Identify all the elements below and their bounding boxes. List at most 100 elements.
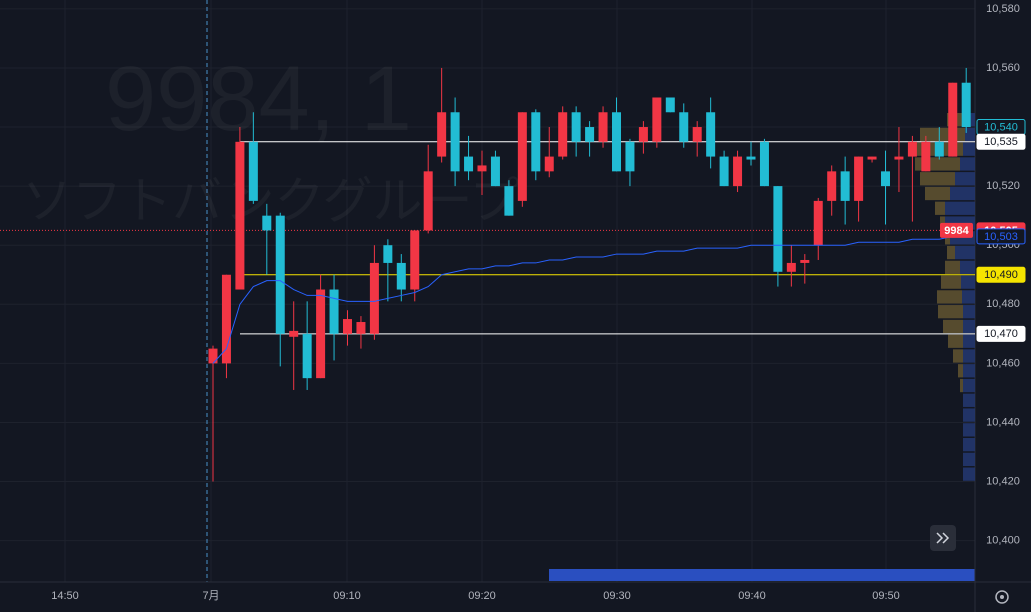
candle-body — [907, 141, 917, 157]
candle-body — [585, 127, 595, 142]
candle-body — [517, 112, 527, 201]
candle-body — [706, 112, 716, 157]
candle-body — [477, 165, 487, 172]
candle-body — [894, 156, 904, 160]
candle-body — [733, 156, 743, 187]
candle-body — [867, 156, 877, 160]
candle-body — [638, 127, 648, 142]
volume-profile-bar — [943, 319, 963, 334]
volume-profile-bar — [963, 393, 975, 407]
volume-profile-bar — [963, 437, 975, 452]
volume-profile-bar — [941, 275, 961, 289]
y-tick-label: 10,400 — [986, 535, 1020, 547]
price-label: 10,540 — [984, 121, 1018, 133]
watermark-symbol: 9984, 1 — [105, 48, 412, 150]
volume-profile-bar — [955, 172, 975, 186]
volume-profile-bar — [963, 378, 975, 393]
price-label: 10,470 — [984, 328, 1018, 340]
candle-body — [571, 112, 581, 142]
y-tick-label: 10,480 — [986, 298, 1020, 310]
candle-body — [423, 171, 433, 231]
volume-profile-bar — [963, 364, 975, 378]
candle-body — [316, 289, 326, 379]
volume-profile-bar — [955, 245, 975, 260]
candle-body — [558, 112, 568, 157]
x-tick-label: 09:10 — [333, 590, 361, 602]
x-tick-label: 09:40 — [738, 590, 766, 602]
candle-body — [746, 156, 756, 160]
volume-profile-bar — [935, 201, 945, 215]
candle-body — [235, 141, 245, 290]
x-tick-label: 7月 — [202, 590, 219, 602]
candle-body — [343, 319, 352, 334]
volume-profile-bar — [947, 245, 955, 260]
candle-body — [437, 112, 447, 157]
candle-body — [961, 82, 971, 128]
candle-body — [625, 141, 635, 172]
volume-profile-bar — [963, 349, 975, 363]
volume-profile-bar — [953, 349, 963, 363]
candle-body — [934, 141, 944, 157]
settings-button[interactable] — [995, 590, 1009, 604]
y-tick-label: 10,560 — [986, 62, 1020, 74]
candle-body — [356, 322, 366, 334]
candle-body — [719, 156, 729, 187]
y-tick-label: 10,520 — [986, 180, 1020, 192]
candle-body — [921, 141, 931, 172]
candle-body — [679, 112, 689, 142]
y-tick-label: 10,580 — [986, 3, 1020, 15]
candle-body — [490, 156, 500, 187]
candle-body — [221, 274, 231, 364]
volume-profile-bar — [963, 423, 975, 437]
volume-profile-bar — [945, 260, 960, 275]
candle-body — [652, 97, 662, 142]
volume-profile-bar — [937, 290, 962, 304]
volume-profile-bar — [963, 408, 975, 422]
x-tick-label: 09:30 — [603, 590, 631, 602]
volume-profile-bar — [958, 364, 963, 378]
volume-profile-bar — [960, 157, 975, 171]
candle-body — [840, 171, 850, 201]
price-label: 10,503 — [984, 231, 1018, 243]
symbol-tag-box — [940, 222, 973, 238]
candle-body — [665, 97, 675, 113]
volume-profile-bar — [938, 305, 963, 319]
symbol-tag: 9984 — [944, 225, 969, 237]
candle-body — [773, 186, 783, 272]
volume-profile-bar — [945, 201, 975, 215]
candle-body — [248, 141, 258, 201]
candle-body — [827, 171, 837, 201]
candle-body — [410, 230, 420, 290]
price-label: 10,535 — [984, 136, 1018, 148]
candle-body — [369, 262, 379, 334]
candle-body — [302, 333, 312, 379]
candle-body — [383, 245, 393, 263]
candle-body — [813, 200, 823, 246]
volume-profile-bar — [960, 378, 963, 393]
volume-profile-bar — [920, 127, 965, 142]
scroll-button[interactable] — [930, 525, 956, 551]
candle-body — [531, 112, 541, 172]
x-tick-label: 14:50 — [51, 590, 79, 602]
candle-body — [208, 348, 218, 364]
candle-body — [504, 186, 514, 216]
volume-profile-bar — [963, 467, 975, 481]
candle-body — [759, 141, 769, 187]
candle-body — [464, 156, 474, 172]
volume-profile-bar — [948, 334, 963, 348]
x-tick-label: 09:20 — [468, 590, 496, 602]
candle-body — [396, 262, 406, 290]
volume-profile-bar — [950, 186, 975, 201]
y-tick-label: 10,420 — [986, 475, 1020, 487]
y-tick-label: 10,460 — [986, 357, 1020, 369]
candle-body — [800, 259, 810, 263]
candle-body — [854, 156, 864, 201]
volume-profile-bar — [963, 452, 975, 467]
candle-body — [692, 127, 702, 142]
session-bar — [549, 569, 975, 581]
volume-profile-bar — [963, 334, 975, 348]
candle-body — [329, 289, 339, 334]
price-label: 10,490 — [984, 269, 1018, 281]
candle-body — [881, 171, 890, 187]
